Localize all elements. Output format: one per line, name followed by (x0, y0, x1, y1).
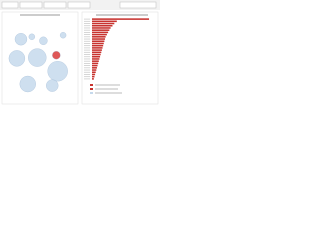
bar (92, 29, 110, 31)
bar (92, 38, 106, 40)
legend-swatch (90, 84, 93, 86)
button[interactable] (1, 1, 19, 9)
bar (92, 36, 106, 38)
bar (92, 62, 99, 65)
bar (92, 55, 101, 58)
bubble (46, 79, 59, 92)
bubble (39, 36, 48, 45)
bubble (28, 48, 47, 67)
bubble (59, 32, 67, 39)
legend-swatch (90, 88, 93, 90)
bubble (52, 51, 61, 60)
bar (92, 60, 99, 62)
bar (92, 33, 107, 36)
button[interactable] (43, 1, 67, 9)
bar (92, 18, 150, 20)
bar (92, 67, 97, 69)
bar (92, 47, 103, 49)
slider[interactable] (119, 1, 157, 9)
legend (90, 84, 122, 94)
bar (92, 69, 97, 71)
bubble (8, 50, 26, 67)
bubble (28, 33, 35, 40)
bar (92, 24, 113, 27)
bar (92, 73, 96, 76)
bubble (47, 61, 68, 82)
bar (92, 64, 98, 67)
bar (92, 27, 111, 29)
bubble (14, 33, 28, 46)
bar (92, 58, 100, 60)
bar (92, 78, 94, 80)
page: (() => { const data = JSON.parse(documen… (0, 0, 160, 106)
dashboard (0, 0, 160, 105)
bar (92, 51, 102, 54)
bar (92, 40, 105, 43)
bar (92, 75, 95, 78)
bubble (19, 75, 36, 93)
button[interactable] (19, 1, 43, 9)
bar (92, 42, 104, 45)
legend-swatch (90, 92, 93, 94)
bar (92, 49, 102, 51)
bar (92, 71, 96, 74)
bar (92, 22, 115, 25)
bar (92, 20, 117, 23)
bar (92, 44, 104, 47)
bar (92, 53, 101, 56)
bar (92, 31, 109, 34)
button[interactable] (67, 1, 91, 9)
